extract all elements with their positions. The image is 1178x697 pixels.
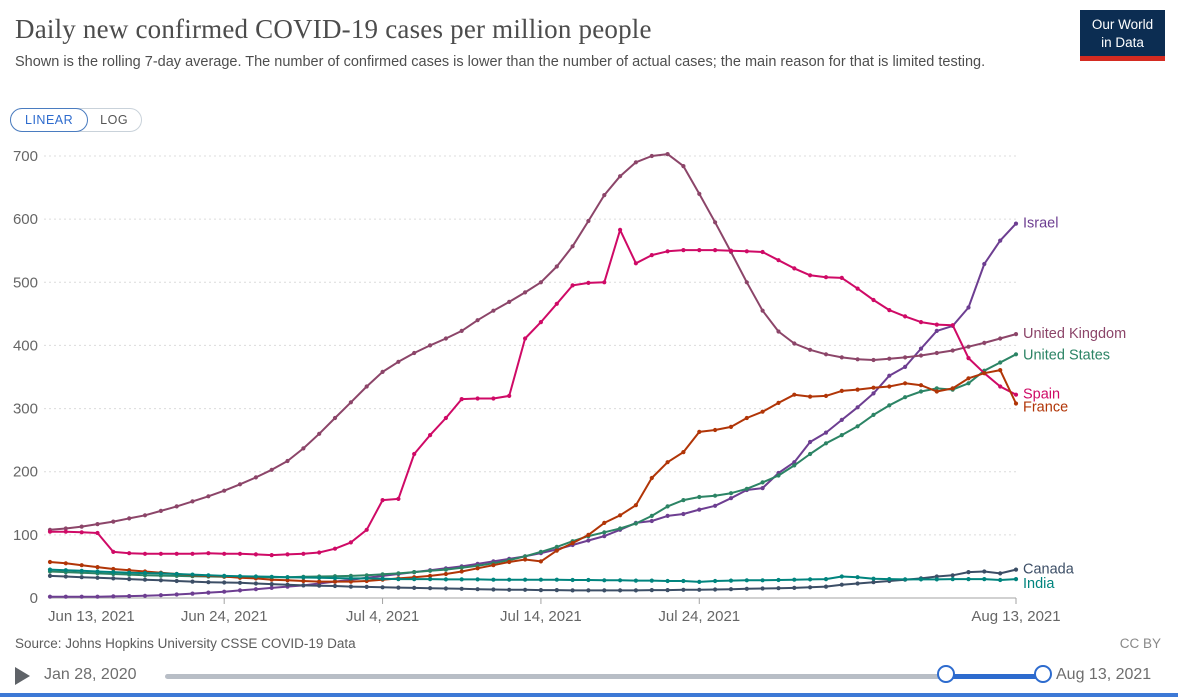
chart-header: Daily new confirmed COVID-19 cases per m…	[0, 0, 1178, 72]
svg-text:Canada: Canada	[1023, 562, 1075, 578]
svg-text:United Kingdom: United Kingdom	[1023, 326, 1126, 342]
svg-text:Jul 4, 2021: Jul 4, 2021	[346, 608, 419, 625]
svg-text:500: 500	[13, 274, 38, 291]
timeline-control: Jan 28, 2020 Aug 13, 2021	[0, 660, 1178, 693]
svg-text:700: 700	[13, 148, 38, 165]
play-button[interactable]	[15, 667, 30, 685]
svg-text:Jun 13, 2021: Jun 13, 2021	[48, 608, 135, 625]
owid-logo[interactable]: Our World in Data	[1080, 10, 1165, 62]
bottom-accent-bar	[0, 693, 1178, 697]
chart-subtitle: Shown is the rolling 7-day average. The …	[15, 54, 986, 70]
svg-text:Spain: Spain	[1023, 387, 1060, 403]
scale-toggle: LINEAR LOG	[10, 108, 143, 132]
license-badge[interactable]: CC BY	[1119, 636, 1161, 651]
timeline-handle-start[interactable]	[937, 665, 955, 683]
svg-text:Jul 14, 2021: Jul 14, 2021	[500, 608, 582, 625]
source-text: Johns Hopkins University CSSE COVID-19 D…	[65, 636, 356, 651]
source-note: Source: Johns Hopkins University CSSE CO…	[15, 636, 356, 651]
source-label: Source:	[15, 636, 62, 651]
timeline-track[interactable]	[165, 674, 1043, 679]
linear-toggle-button[interactable]: LINEAR	[10, 108, 89, 132]
svg-text:Aug 13, 2021: Aug 13, 2021	[971, 608, 1060, 625]
owid-logo-line2: in Data	[1101, 34, 1144, 50]
svg-text:United States: United States	[1023, 347, 1110, 363]
svg-text:600: 600	[13, 211, 38, 228]
chart-area: 0 100 200 300 400 500 600 700 Jun 13, 2021 Jun 24…	[0, 140, 1178, 640]
chart-svg[interactable]: 0 100 200 300 400 500 600 700 Jun 13, 2021 Jun 24…	[0, 140, 1178, 640]
log-toggle-button[interactable]: LOG	[100, 113, 129, 127]
svg-text:100: 100	[13, 527, 38, 544]
svg-text:0: 0	[30, 590, 38, 607]
svg-text:400: 400	[13, 337, 38, 354]
timeline-end-date: Aug 13, 2021	[1056, 666, 1152, 683]
svg-text:Jul 24, 2021: Jul 24, 2021	[658, 608, 740, 625]
timeline-selected-range[interactable]	[946, 674, 1043, 679]
timeline-start-date: Jan 28, 2020	[44, 666, 137, 683]
page-title: Daily new confirmed COVID-19 cases per m…	[15, 14, 652, 44]
chart-footer: Source: Johns Hopkins University CSSE CO…	[0, 636, 1178, 651]
svg-text:Israel: Israel	[1023, 216, 1058, 232]
svg-text:India: India	[1023, 576, 1055, 592]
owid-logo-line1: Our World	[1091, 17, 1154, 32]
svg-text:200: 200	[13, 464, 38, 481]
timeline-handle-end[interactable]	[1034, 665, 1052, 683]
svg-text:300: 300	[13, 401, 38, 418]
svg-text:France: France	[1023, 400, 1068, 416]
svg-text:Jun 24, 2021: Jun 24, 2021	[181, 608, 268, 625]
